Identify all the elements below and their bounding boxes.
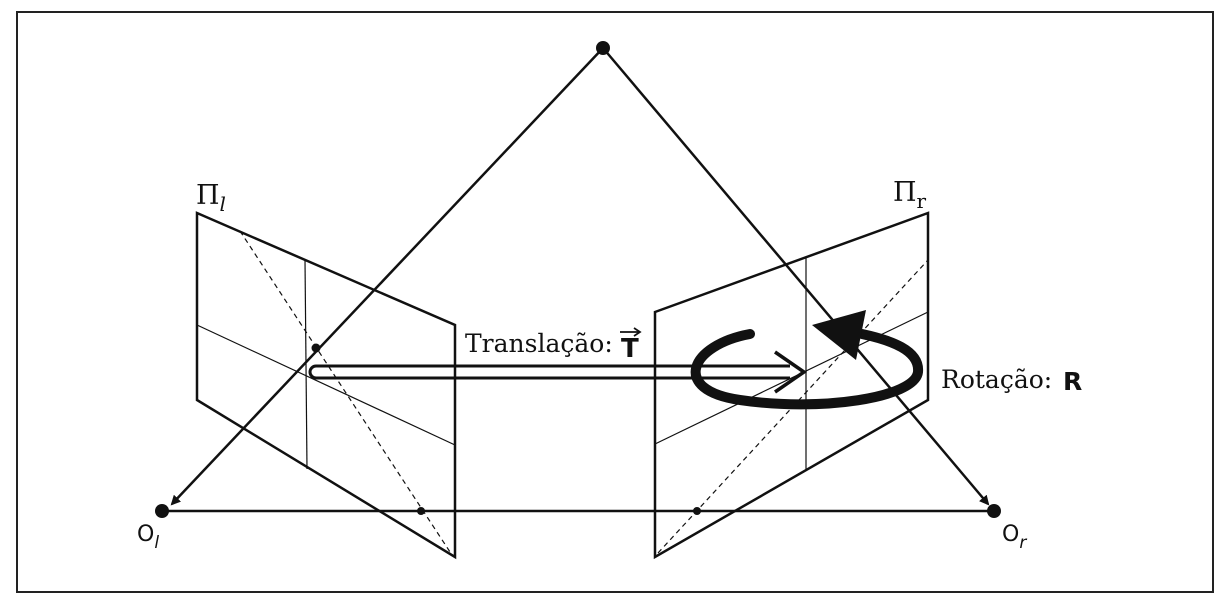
left-projection-ray [170,47,604,506]
rotation-arrow [690,310,923,410]
right-epipole [693,507,701,515]
translation-symbol: T [621,334,639,364]
right-projection-ray [602,47,990,506]
right-camera-center [987,504,1001,518]
left-camera-center [155,504,169,518]
origin-right-label: Or [1002,522,1027,553]
left-image-plane [195,211,457,560]
translation-arrow [308,350,808,394]
translation-vector-arrow-icon [620,327,642,337]
plane-left-label: Πl [196,180,226,216]
world-point [596,41,610,55]
rotation-symbol: R [1063,367,1082,396]
origin-left-label: Ol [137,522,159,553]
left-epipole [417,507,425,515]
figure-frame [16,11,1214,593]
rotation-label: Rotação: [941,365,1052,394]
translation-label: Translação: [465,329,613,358]
plane-right-label: Πr [893,177,927,213]
left-image-point [311,343,321,353]
